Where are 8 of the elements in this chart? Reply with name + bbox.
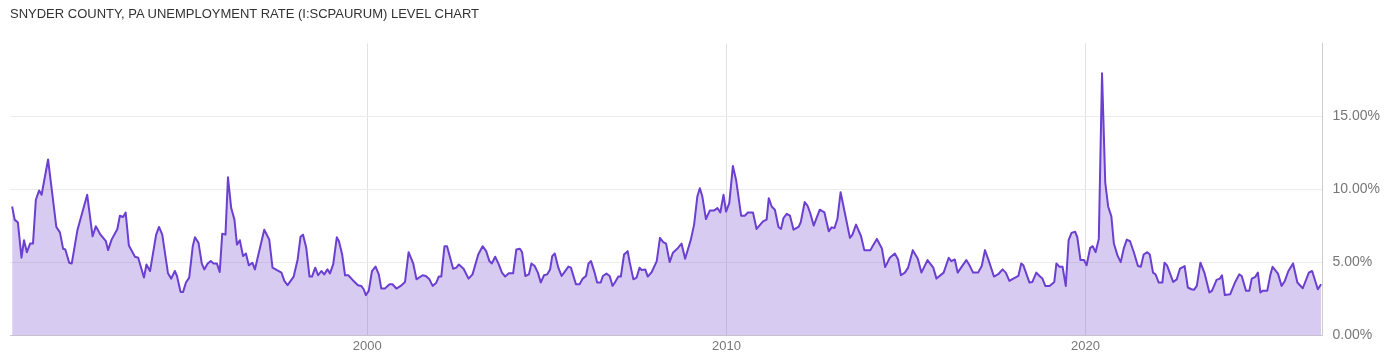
x-tick-label: 2020	[1071, 337, 1100, 353]
x-tick-label: 2000	[352, 337, 382, 353]
x-tick-label: 2010	[711, 337, 741, 353]
y-tick-label: 10.00%	[1332, 180, 1380, 197]
y-tick-label: 15.00%	[1332, 107, 1380, 124]
y-tick-label: 0.00%	[1332, 326, 1373, 343]
y-tick-label: 5.00%	[1332, 253, 1373, 270]
chart-title: SNYDER COUNTY, PA UNEMPLOYMENT RATE (I:SCPAURUM) LEVEL CHART	[10, 6, 480, 21]
